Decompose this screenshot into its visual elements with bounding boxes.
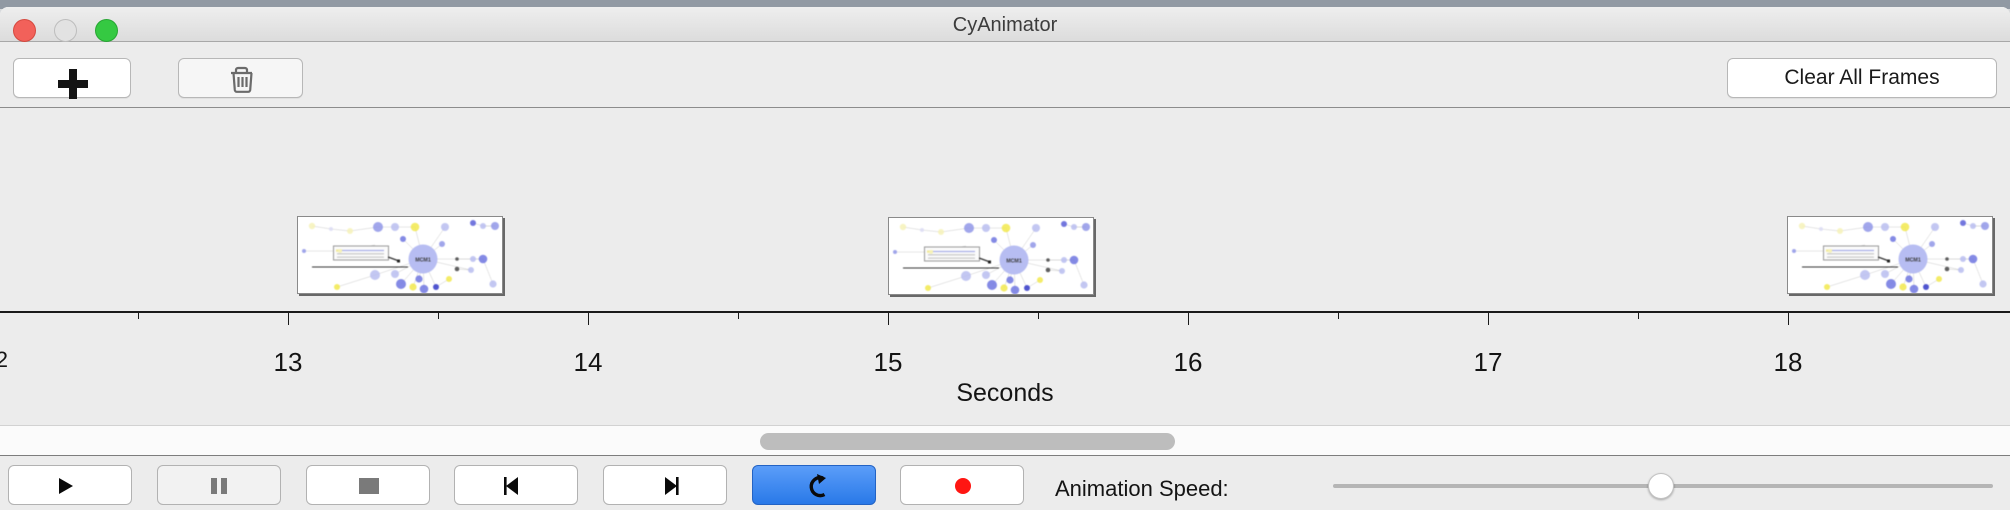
svg-text:MCM1: MCM1 (1006, 258, 1022, 264)
svg-text:MCM1: MCM1 (1905, 257, 1921, 263)
svg-text:MCM1: MCM1 (415, 257, 431, 263)
